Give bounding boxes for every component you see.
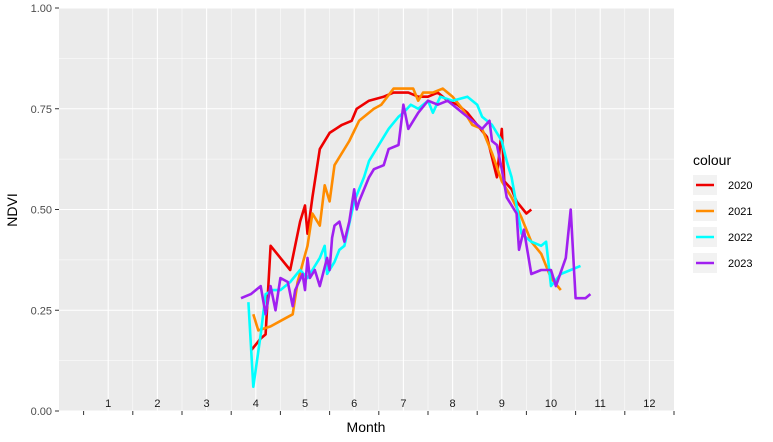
- x-tick-label: 7: [400, 398, 406, 410]
- x-axis-title: Month: [347, 419, 386, 435]
- legend: colour 2020 2021 2022 2023: [693, 152, 752, 273]
- x-tick-label: 4: [253, 398, 259, 410]
- legend-title: colour: [693, 152, 731, 168]
- x-tick-label: 1: [105, 398, 111, 410]
- legend-label-2022: 2022: [728, 232, 752, 244]
- y-tick-label: 0.75: [31, 104, 52, 116]
- x-tick-label: 9: [499, 398, 505, 410]
- legend-label-2021: 2021: [728, 206, 752, 218]
- x-tick-label: 3: [204, 398, 210, 410]
- legend-label-2020: 2020: [728, 180, 752, 192]
- x-tick-label: 2: [154, 398, 160, 410]
- x-axis: 1 2 3 4 5 6 7 8 9 10 11 12: [83, 398, 675, 415]
- y-tick-label: 1.00: [31, 3, 52, 15]
- x-tick-label: 5: [302, 398, 308, 410]
- legend-label-2023: 2023: [728, 258, 752, 270]
- y-tick-label: 0.50: [31, 205, 52, 217]
- x-tick-label: 12: [643, 398, 655, 410]
- series-layer: [240, 87, 592, 389]
- x-tick-label: 10: [545, 398, 557, 410]
- x-tick-label: 8: [450, 398, 456, 410]
- y-axis: 0.00 0.25 0.50 0.75 1.00: [31, 3, 59, 418]
- major-grid: [59, 7, 674, 412]
- series-line-2023: [240, 99, 592, 316]
- x-tick-label: 6: [351, 398, 357, 410]
- y-tick-label: 0.25: [31, 305, 52, 317]
- y-tick-label: 0.00: [31, 406, 52, 418]
- y-axis-title: NDVI: [4, 193, 20, 226]
- x-tick-label: 11: [594, 398, 605, 410]
